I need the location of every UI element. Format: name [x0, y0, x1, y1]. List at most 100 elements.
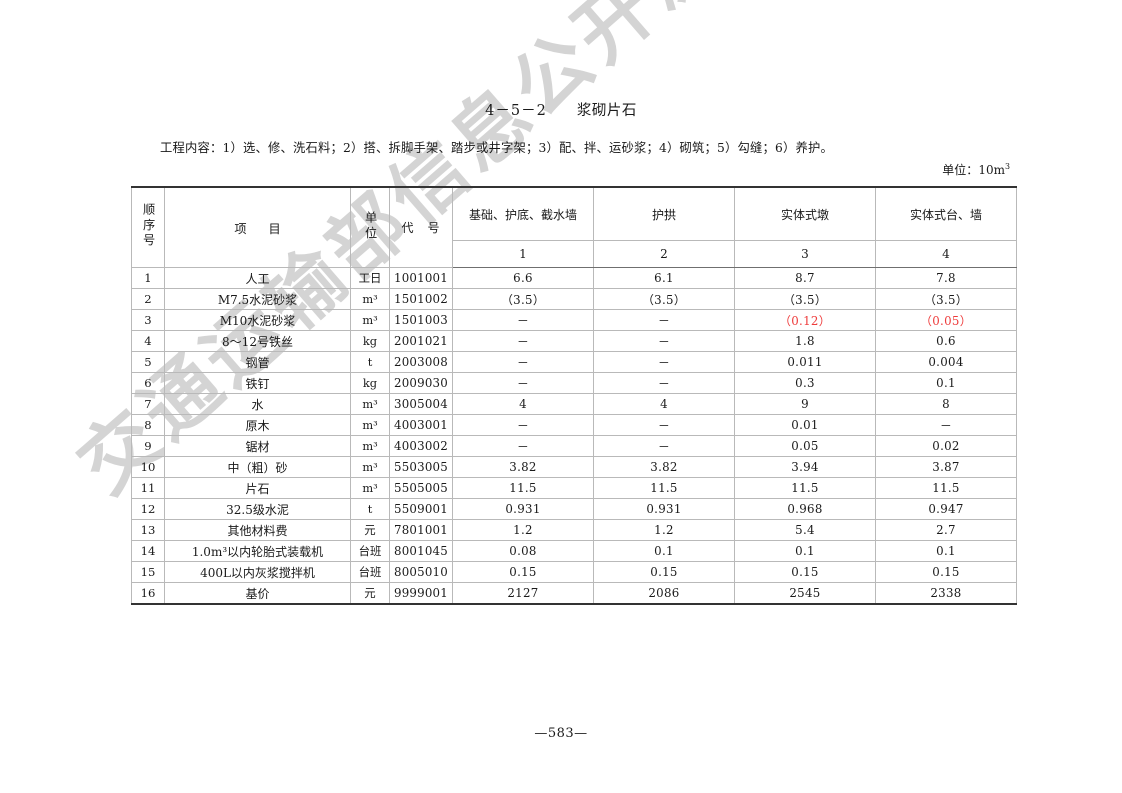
unit-note: 单位：10m3 — [942, 161, 1010, 178]
cell-value-2: 3.82 — [593, 456, 735, 478]
cell-value-4: 0.15 — [875, 561, 1017, 583]
page-title: 4－5－2 浆砌片石 — [0, 99, 1122, 120]
cell-sequence: 11 — [131, 477, 165, 499]
cell-unit: 工日 — [350, 267, 390, 289]
cell-item-name: 水 — [164, 393, 351, 415]
cell-code: 1001001 — [389, 267, 453, 289]
table-row: 12 32.5级水泥 t 5509001 0.931 0.931 0.968 0.947 — [131, 498, 1017, 520]
page-number: —583— — [534, 726, 588, 741]
cell-unit: m³ — [350, 477, 390, 499]
cell-value-4: 0.1 — [875, 540, 1017, 562]
title-name: 浆砌片石 — [576, 103, 637, 119]
cell-code: 5503005 — [389, 456, 453, 478]
cell-value-1: 1.2 — [452, 519, 594, 541]
cell-item-name: 400L以内灰浆搅拌机 — [164, 561, 351, 583]
cell-value-3: 9 — [734, 393, 876, 415]
cell-sequence: 13 — [131, 519, 165, 541]
cell-value-3: 1.8 — [734, 330, 876, 352]
cell-unit: 元 — [350, 582, 390, 605]
cell-unit: m³ — [350, 288, 390, 310]
cell-value-2: （3.5） — [593, 288, 735, 310]
cell-value-2: － — [593, 330, 735, 352]
cell-value-2: － — [593, 414, 735, 436]
cell-value-3: 8.7 — [734, 267, 876, 289]
cell-value-2: － — [593, 372, 735, 394]
cell-value-1: 6.6 — [452, 267, 594, 289]
cell-item-name: 原木 — [164, 414, 351, 436]
cell-value-4: 3.87 — [875, 456, 1017, 478]
cell-value-1: 2127 — [452, 582, 594, 605]
cell-value-3: （0.12） — [734, 309, 876, 331]
table-row: 6 铁钉 kg 2009030 －－ 0.3 0.1 — [131, 372, 1017, 394]
cell-sequence: 2 — [131, 288, 165, 310]
cell-item-name: 锯材 — [164, 435, 351, 457]
cell-unit: m³ — [350, 456, 390, 478]
header-group-2: 护拱 — [593, 186, 735, 241]
cell-unit: 元 — [350, 519, 390, 541]
cell-value-1: － — [452, 414, 594, 436]
cell-value-1: 11.5 — [452, 477, 594, 499]
cell-value-1: 4 — [452, 393, 594, 415]
header-group-3: 实体式墩 — [734, 186, 876, 241]
header-group-1: 基础、护底、截水墙 — [452, 186, 594, 241]
cell-value-2: 0.15 — [593, 561, 735, 583]
cell-value-3: 0.1 — [734, 540, 876, 562]
header-number-4: 4 — [875, 240, 1017, 268]
table-row: 5 钢管 t 2003008 －－ 0.011 0.004 — [131, 351, 1017, 373]
quota-table: 顺序号 项目 单位 代 号 基础、护底、截水墙 护拱 实体式墩 实体式台、墙 1… — [131, 186, 1017, 605]
table-row: 4 8～12号铁丝 kg 2001021 －－ 1.8 0.6 — [131, 330, 1017, 352]
cell-value-3: 2545 — [734, 582, 876, 605]
cell-value-2: 1.2 — [593, 519, 735, 541]
cell-value-3: 0.01 — [734, 414, 876, 436]
table-row: 14 1.0m³以内轮胎式装载机 台班 8001045 0.08 0.1 0.1 0.1 — [131, 540, 1017, 562]
cell-unit: kg — [350, 372, 390, 394]
cell-value-4: 0.004 — [875, 351, 1017, 373]
cell-sequence: 3 — [131, 309, 165, 331]
table-row: 16 基价元 9999001 2127 2086 2545 2338 — [131, 582, 1017, 605]
header-number-2: 2 — [593, 240, 735, 268]
cell-code: 4003002 — [389, 435, 453, 457]
cell-sequence: 8 — [131, 414, 165, 436]
cell-value-3: 0.05 — [734, 435, 876, 457]
cell-unit: t — [350, 498, 390, 520]
cell-value-4: 2.7 — [875, 519, 1017, 541]
cell-code: 2009030 — [389, 372, 453, 394]
table-row: 2 M7.5水泥砂浆 m³ 1501002 （3.5） （3.5） （3.5） （3.5） — [131, 288, 1017, 310]
cell-value-2: 4 — [593, 393, 735, 415]
cell-value-1: 0.931 — [452, 498, 594, 520]
work-content-line: 工程内容：1）选、修、洗石料；2）搭、拆脚手架、踏步或井字架；3）配、拌、运砂浆… — [160, 141, 833, 155]
table-head: 顺序号 项目 单位 代 号 基础、护底、截水墙 护拱 实体式墩 实体式台、墙 1… — [131, 186, 1017, 268]
cell-value-4: （0.05） — [875, 309, 1017, 331]
table-row: 13 其他材料费元 7801001 1.2 1.2 5.4 2.7 — [131, 519, 1017, 541]
cell-sequence: 15 — [131, 561, 165, 583]
cell-unit: m³ — [350, 414, 390, 436]
cell-code: 8005010 — [389, 561, 453, 583]
cell-code: 5509001 — [389, 498, 453, 520]
cell-value-3: 11.5 — [734, 477, 876, 499]
cell-value-2: － — [593, 435, 735, 457]
cell-unit: m³ — [350, 393, 390, 415]
cell-code: 9999001 — [389, 582, 453, 605]
cell-item-name: 1.0m³以内轮胎式装载机 — [164, 540, 351, 562]
table-header-row: 顺序号 项目 单位 代 号 基础、护底、截水墙 护拱 实体式墩 实体式台、墙 — [131, 186, 1017, 268]
cell-value-1: （3.5） — [452, 288, 594, 310]
table-row: 3 M10水泥砂浆 m³ 1501003 －－（0.12） （0.05） — [131, 309, 1017, 331]
cell-item-name: 铁钉 — [164, 372, 351, 394]
cell-value-4: 11.5 — [875, 477, 1017, 499]
title-code: 4－5－2 — [485, 103, 547, 119]
cell-sequence: 1 — [131, 267, 165, 289]
cell-value-3: 0.011 — [734, 351, 876, 373]
table-row: 7 水 m³ 3005004 4 4 9 8 — [131, 393, 1017, 415]
cell-value-3: 0.3 — [734, 372, 876, 394]
cell-value-3: 5.4 — [734, 519, 876, 541]
header-unit: 单位 — [350, 186, 390, 268]
cell-code: 2001021 — [389, 330, 453, 352]
cell-value-1: 3.82 — [452, 456, 594, 478]
cell-value-2: 0.931 — [593, 498, 735, 520]
cell-item-name: 32.5级水泥 — [164, 498, 351, 520]
cell-value-1: － — [452, 351, 594, 373]
cell-value-4: 0.6 — [875, 330, 1017, 352]
cell-unit: 台班 — [350, 540, 390, 562]
cell-value-2: － — [593, 309, 735, 331]
cell-value-1: － — [452, 309, 594, 331]
